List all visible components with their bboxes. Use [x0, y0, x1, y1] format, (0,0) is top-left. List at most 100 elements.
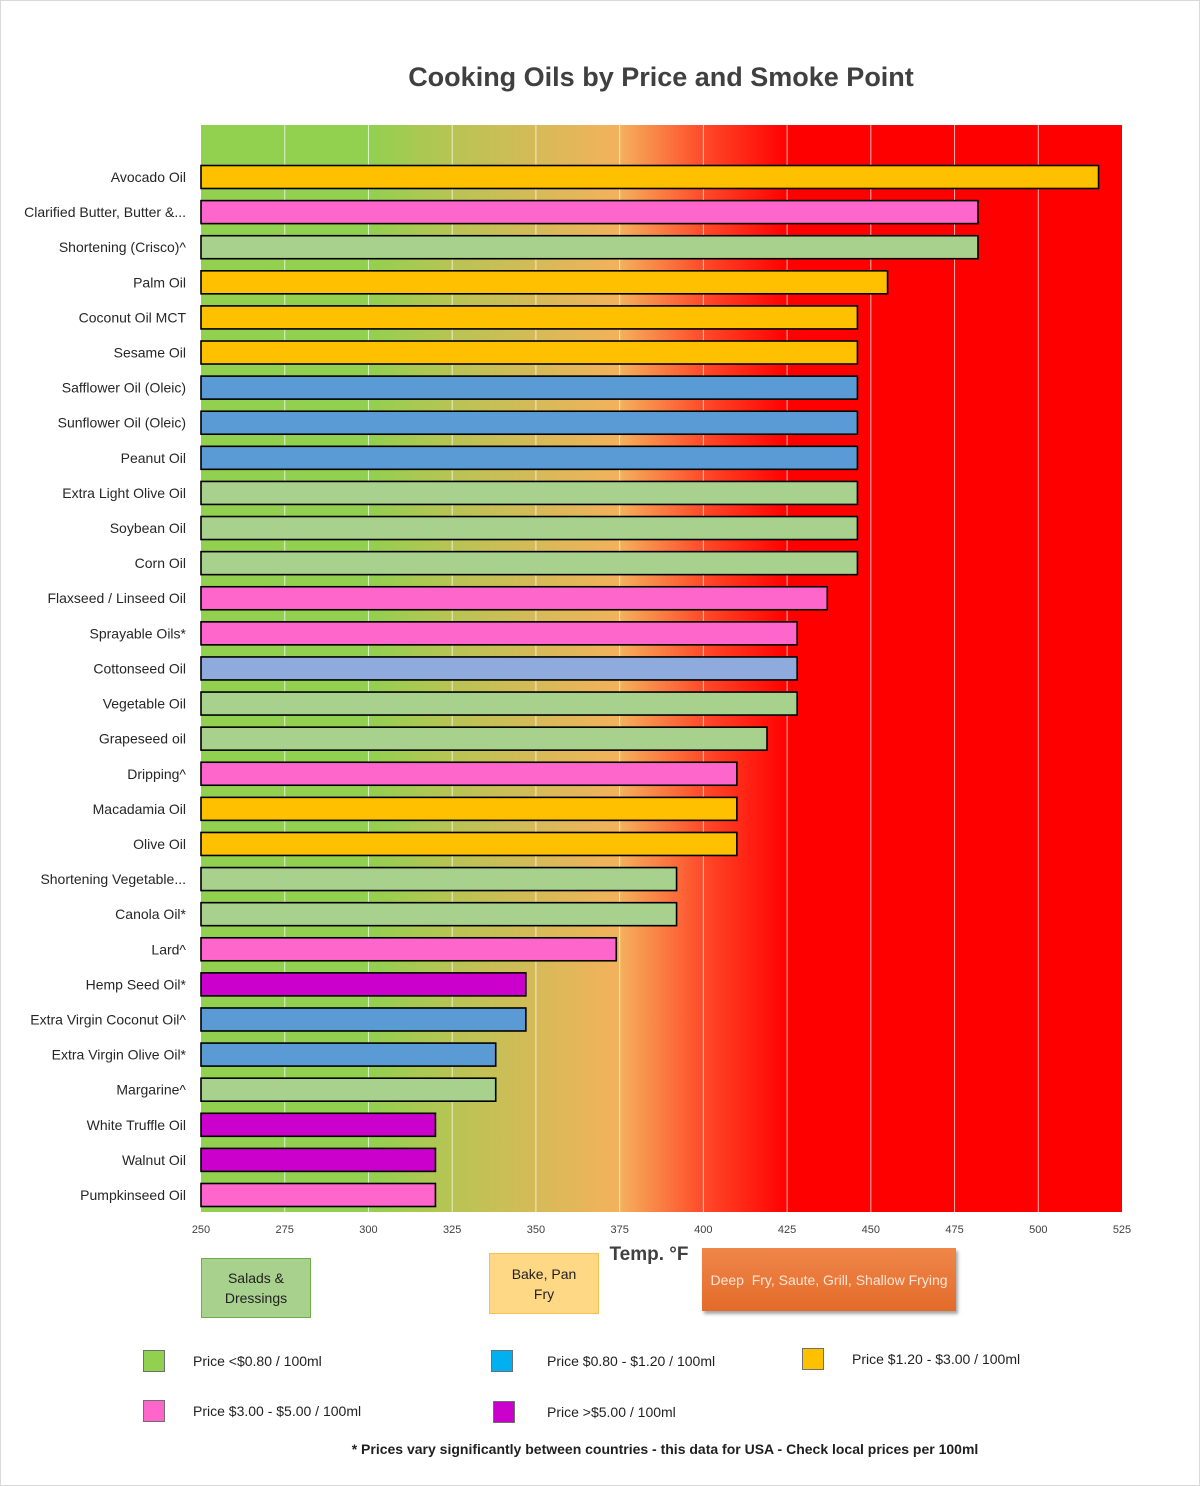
category-label: Olive Oil [133, 836, 186, 852]
x-tick-label: 425 [778, 1224, 796, 1236]
legend-item-under-080: Price <$0.80 / 100ml [143, 1350, 322, 1372]
category-label: Peanut Oil [121, 450, 186, 466]
bar [200, 234, 979, 260]
zone-deep-fry: Deep Fry, Saute, Grill, Shallow Frying [702, 1248, 956, 1311]
legend-label: Price >$5.00 / 100ml [547, 1404, 676, 1420]
category-label: Extra Virgin Coconut Oil^ [30, 1011, 186, 1027]
x-tick-label: 325 [443, 1224, 461, 1236]
category-label: Canola Oil* [115, 906, 186, 922]
category-label: Avocado Oil [111, 169, 186, 185]
bar [200, 1112, 437, 1138]
category-label: Shortening (Crisco)^ [59, 239, 187, 255]
x-axis-ticks: 250 275 300 325 350 375 400 425 450 475 500 525 [192, 1224, 1131, 1236]
legend-label: Price $1.20 - $3.00 / 100ml [852, 1351, 1021, 1367]
category-label: Sunflower Oil (Oleic) [58, 415, 186, 431]
bar [200, 691, 798, 716]
x-tick-label: 400 [694, 1224, 712, 1236]
legend-swatch [143, 1400, 165, 1422]
category-label: Sesame Oil [114, 345, 186, 361]
category-label: Hemp Seed Oil* [86, 976, 187, 992]
category-label: Palm Oil [133, 274, 186, 290]
bar [200, 1077, 497, 1102]
zone-salads-dressings: Salads & Dressings [201, 1258, 311, 1318]
bar [200, 305, 859, 330]
x-tick-label: 525 [1113, 1224, 1131, 1236]
bar [200, 550, 859, 576]
category-label: Corn Oil [135, 555, 186, 571]
category-label: Vegetable Oil [103, 696, 186, 712]
category-label: Dripping^ [127, 766, 186, 782]
x-axis-title: Temp. °F [609, 1244, 689, 1265]
category-label: Sprayable Oils* [90, 625, 187, 641]
legend-label: Price $0.80 - $1.20 / 100ml [547, 1353, 716, 1369]
bar [200, 796, 738, 822]
bar [200, 726, 768, 751]
legend-item-300-500: Price $3.00 - $5.00 / 100ml [143, 1400, 361, 1422]
zone-fry-label: Deep Fry, Saute, Grill, Shallow Frying [710, 1271, 948, 1288]
x-tick-label: 500 [1029, 1224, 1047, 1236]
category-label: Coconut Oil MCT [79, 309, 187, 325]
bar [200, 480, 859, 506]
category-label: White Truffle Oil [87, 1117, 186, 1133]
category-label: Flaxseed / Linseed Oil [47, 590, 186, 606]
x-tick-label: 275 [276, 1224, 294, 1236]
zone-bake-pan-fry: Bake, Pan Fry [489, 1253, 599, 1314]
category-label: Extra Light Olive Oil [62, 485, 186, 501]
bar [200, 199, 979, 225]
category-label: Soybean Oil [110, 520, 186, 536]
zone-bake-label: Bake, Pan Fry [511, 1265, 577, 1302]
bar [200, 972, 527, 997]
x-tick-label: 350 [527, 1224, 545, 1236]
legend-item-over-500: Price >$5.00 / 100ml [493, 1401, 676, 1423]
bar [200, 1042, 497, 1067]
legend-label: Price $3.00 - $5.00 / 100ml [193, 1403, 362, 1419]
category-label: Macadamia Oil [93, 801, 186, 817]
category-label: Shortening Vegetable... [40, 871, 186, 887]
legend-label: Price <$0.80 / 100ml [193, 1353, 322, 1369]
bar [200, 1182, 437, 1208]
bar [200, 1007, 527, 1032]
bar [200, 901, 678, 927]
x-tick-label: 375 [610, 1224, 628, 1236]
bar [200, 515, 859, 541]
bar [200, 410, 859, 436]
category-label: Pumpkinseed Oil [80, 1187, 186, 1203]
bar [200, 656, 798, 681]
legend-item-080-120: Price $0.80 - $1.20 / 100ml [491, 1350, 715, 1372]
bar [200, 831, 738, 857]
legend-swatch [493, 1401, 515, 1423]
bar [200, 340, 859, 365]
bar [200, 270, 889, 295]
zone-salads-label: Salads & Dressings [224, 1270, 288, 1306]
chart-title: Cooking Oils by Price and Smoke Point [408, 62, 914, 92]
bar [200, 761, 738, 787]
legend-swatch [143, 1350, 165, 1372]
legend-swatch [802, 1348, 824, 1370]
bars [200, 164, 1100, 1208]
x-tick-label: 450 [862, 1224, 880, 1236]
bar [200, 164, 1100, 190]
category-labels: Avocado Oil Clarified Butter, Butter &...… [24, 169, 186, 1203]
bar [200, 621, 798, 646]
x-tick-label: 300 [359, 1224, 377, 1236]
category-label: Cottonseed Oil [93, 660, 186, 676]
bar [200, 375, 859, 400]
category-label: Margarine^ [116, 1082, 186, 1098]
category-label: Walnut Oil [122, 1152, 186, 1168]
x-tick-label: 475 [945, 1224, 963, 1236]
category-label: Clarified Butter, Butter &... [24, 204, 186, 220]
legend-swatch [491, 1350, 513, 1372]
category-label: Grapeseed oil [99, 731, 186, 747]
bar [200, 936, 618, 962]
bar [200, 866, 678, 892]
x-tick-label: 250 [192, 1224, 210, 1236]
category-label: Lard^ [151, 941, 186, 957]
bar [200, 585, 829, 611]
bar [200, 1147, 437, 1173]
bar [200, 445, 859, 471]
legend-item-120-300: Price $1.20 - $3.00 / 100ml [802, 1348, 1020, 1370]
category-label: Extra Virgin Olive Oil* [52, 1047, 187, 1063]
footnote: * Prices vary significantly between coun… [351, 1441, 979, 1457]
category-label: Safflower Oil (Oleic) [62, 380, 186, 396]
